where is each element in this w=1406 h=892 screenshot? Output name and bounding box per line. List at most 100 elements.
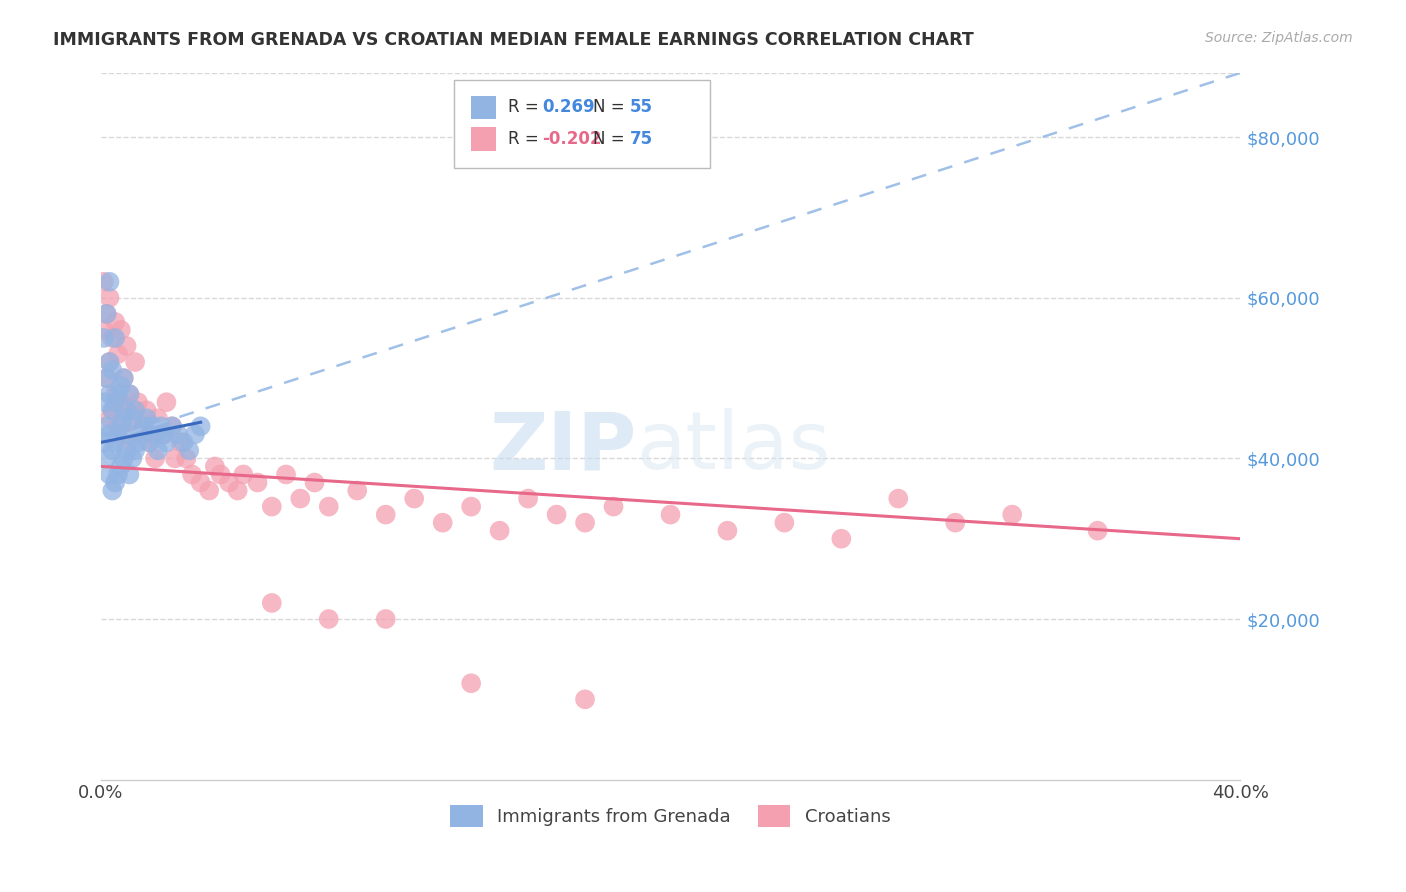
Point <box>115 443 138 458</box>
Point <box>124 355 146 369</box>
Point <box>104 315 127 329</box>
Point <box>96 451 118 466</box>
Text: 75: 75 <box>630 130 652 148</box>
Point <box>517 491 540 506</box>
Point <box>101 443 124 458</box>
Point <box>374 508 396 522</box>
Point <box>488 524 510 538</box>
Legend: Immigrants from Grenada, Croatians: Immigrants from Grenada, Croatians <box>443 797 898 834</box>
Point <box>110 395 132 409</box>
Point <box>404 491 426 506</box>
Point <box>101 363 124 377</box>
Point <box>374 612 396 626</box>
Point <box>574 692 596 706</box>
Point <box>716 524 738 538</box>
Point <box>129 427 152 442</box>
Point <box>160 419 183 434</box>
Point <box>141 427 163 442</box>
Point <box>135 403 157 417</box>
Text: atlas: atlas <box>637 409 831 486</box>
Point <box>152 427 174 442</box>
Text: R =: R = <box>508 130 544 148</box>
Point <box>121 411 143 425</box>
Text: -0.202: -0.202 <box>541 130 602 148</box>
Point <box>104 395 127 409</box>
Point <box>93 331 115 345</box>
Point <box>163 451 186 466</box>
Point <box>246 475 269 490</box>
Point <box>198 483 221 498</box>
Text: Source: ZipAtlas.com: Source: ZipAtlas.com <box>1205 31 1353 45</box>
Text: 0.269: 0.269 <box>541 98 595 116</box>
Point <box>138 435 160 450</box>
Point <box>127 395 149 409</box>
Point <box>304 475 326 490</box>
Point <box>146 443 169 458</box>
Point <box>460 676 482 690</box>
Point <box>160 419 183 434</box>
Point <box>98 387 121 401</box>
Point <box>118 427 141 442</box>
Point <box>118 387 141 401</box>
Point <box>98 355 121 369</box>
Point <box>204 459 226 474</box>
Point <box>98 411 121 425</box>
Point <box>132 419 155 434</box>
Point <box>318 500 340 514</box>
Point <box>98 291 121 305</box>
Point <box>93 323 115 337</box>
Point <box>290 491 312 506</box>
Point <box>830 532 852 546</box>
Point <box>104 435 127 450</box>
Point <box>118 387 141 401</box>
Point <box>110 323 132 337</box>
Text: IMMIGRANTS FROM GRENADA VS CROATIAN MEDIAN FEMALE EARNINGS CORRELATION CHART: IMMIGRANTS FROM GRENADA VS CROATIAN MEDI… <box>53 31 974 49</box>
FancyBboxPatch shape <box>471 95 496 119</box>
Point <box>146 411 169 425</box>
Point <box>110 459 132 474</box>
Point <box>101 331 124 345</box>
Point <box>260 500 283 514</box>
Point <box>98 275 121 289</box>
Point <box>274 467 297 482</box>
Point <box>773 516 796 530</box>
Point <box>124 443 146 458</box>
Point <box>170 435 193 450</box>
Point <box>546 508 568 522</box>
FancyBboxPatch shape <box>454 80 710 169</box>
Point <box>98 427 121 442</box>
Point <box>432 516 454 530</box>
Point <box>104 331 127 345</box>
Point <box>574 516 596 530</box>
Point <box>135 411 157 425</box>
Point <box>226 483 249 498</box>
Point <box>179 443 201 458</box>
Point <box>127 435 149 450</box>
Point <box>346 483 368 498</box>
Point <box>96 371 118 385</box>
Point <box>659 508 682 522</box>
Point <box>118 435 141 450</box>
Point <box>101 483 124 498</box>
Point <box>149 419 172 434</box>
Point <box>107 467 129 482</box>
Point <box>190 419 212 434</box>
Point <box>943 516 966 530</box>
Point <box>121 451 143 466</box>
Text: ZIP: ZIP <box>489 409 637 486</box>
Point <box>107 347 129 361</box>
Point <box>110 379 132 393</box>
Point <box>112 411 135 425</box>
Point <box>460 500 482 514</box>
Point <box>232 467 254 482</box>
Point <box>132 419 155 434</box>
Point <box>115 339 138 353</box>
Point <box>152 427 174 442</box>
Point <box>115 403 138 417</box>
Point <box>318 612 340 626</box>
Point <box>93 435 115 450</box>
Point <box>93 395 115 409</box>
Text: R =: R = <box>508 98 544 116</box>
Point <box>143 427 166 442</box>
Point <box>181 467 204 482</box>
